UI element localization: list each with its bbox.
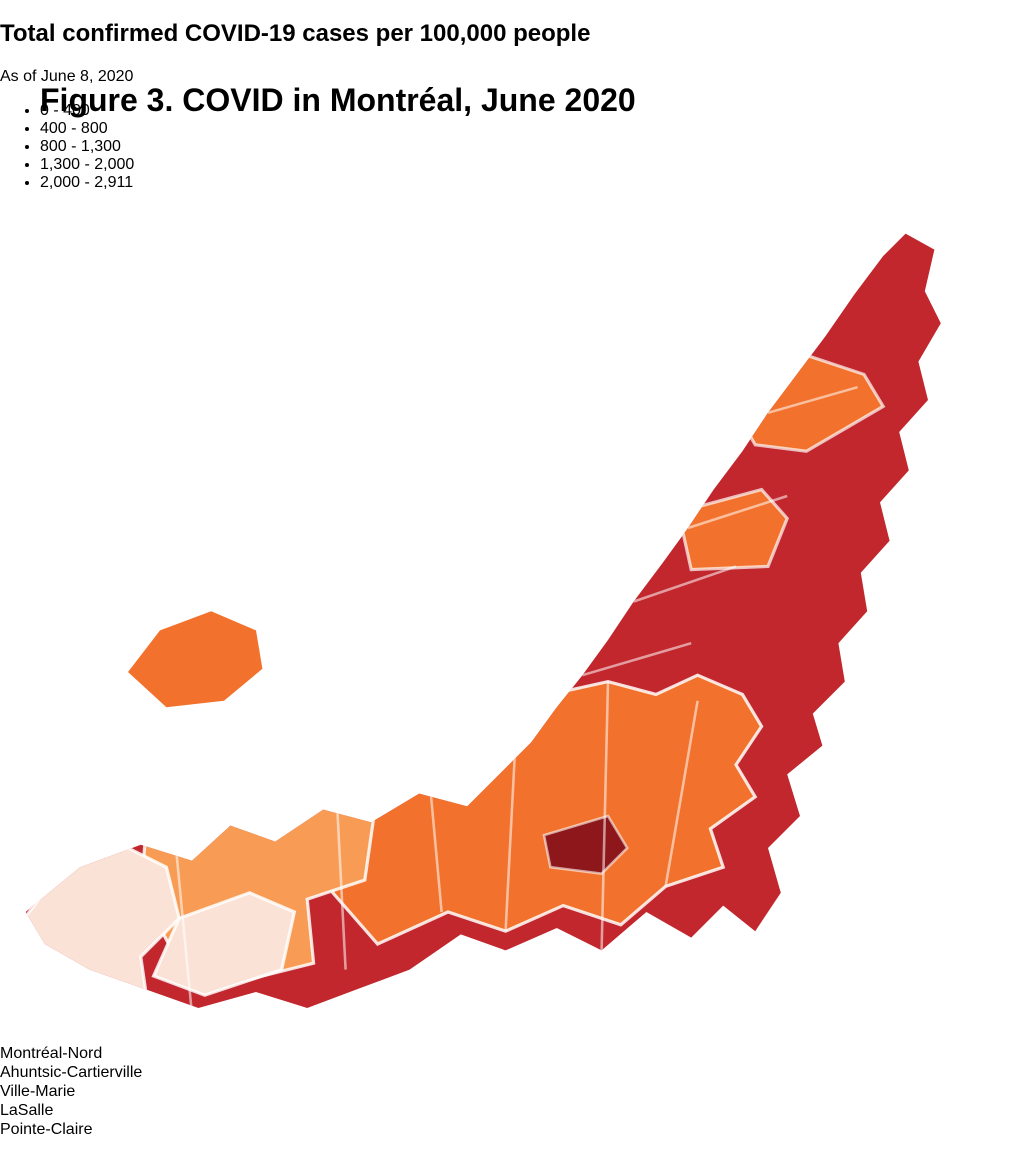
legend-row: 400 - 800 [40,120,1024,138]
panel-covid: Total confirmed COVID-19 cases per 100,0… [0,20,1024,1152]
panel-subtitle: As of June 8, 2020 [0,67,134,85]
legend-row: 2,000 - 2,911 [40,174,1024,192]
leader-line [0,1139,1,1152]
map-label-montreal-nord: Montréal-Nord [0,1044,103,1062]
legend-label: 2,000 - 2,911 [40,173,134,191]
map-label-ahuntsic-cartierville: Ahuntsic-Cartierville [0,1063,143,1081]
panel-title: Total confirmed COVID-19 cases per 100,0… [0,19,591,47]
map-label-ville-marie: Ville-Marie [0,1082,76,1100]
figure-title: Figure 3. COVID in Montréal, June 2020 [40,81,636,118]
legend-row: 1,300 - 2,000 [40,156,1024,174]
map-label-lasalle: LaSalle [0,1101,54,1119]
covid-legend: 0 - 400 400 - 800 800 - 1,300 1,300 - 2,… [0,102,1024,192]
legend-row: 0 - 400 [40,102,1024,120]
map-label-pointe-claire: Pointe-Claire [0,1120,93,1138]
legend-label: 400 - 800 [40,119,108,137]
legend-row: 800 - 1,300 [40,138,1024,156]
legend-label: 800 - 1,300 [40,137,121,155]
legend-label: 0 - 400 [40,101,90,119]
legend-label: 1,300 - 2,000 [40,155,135,173]
covid-choropleth-map [25,233,941,1008]
